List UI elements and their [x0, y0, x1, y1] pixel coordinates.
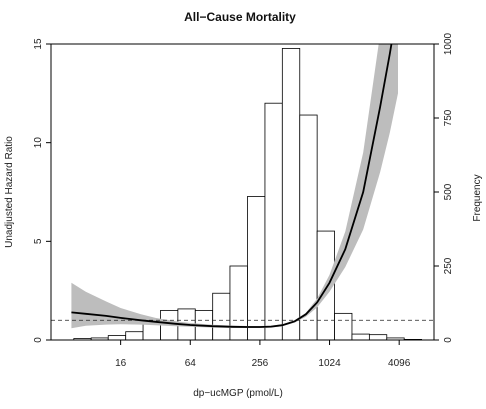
- histogram-bar: [212, 292, 231, 340]
- x-tick-label: 64: [185, 358, 197, 369]
- x-tick-label: 4096: [388, 358, 411, 369]
- histogram-bar: [107, 335, 127, 340]
- left-y-axis: 0 5 10 15: [33, 38, 52, 343]
- y-axis-label: Unadjusted Hazard Ratio: [4, 136, 15, 248]
- histogram-bar: [334, 312, 353, 340]
- histogram-bar: [247, 196, 266, 340]
- hazard-curve-layer: [71, 44, 393, 328]
- histogram: [73, 48, 422, 340]
- left-tick-label: 0: [33, 337, 44, 343]
- x-tick-label: 1024: [318, 358, 341, 369]
- right-tick-label: 750: [443, 109, 454, 126]
- left-tick-label: 5: [33, 238, 44, 244]
- y2-axis-label: Frequency: [472, 174, 483, 221]
- plot-area: [51, 44, 434, 340]
- x-axis-label: dp−ucMGP (pmol/L): [193, 388, 283, 399]
- histogram-bar: [386, 337, 405, 340]
- right-tick-label: 0: [443, 337, 454, 343]
- histogram-bar: [281, 48, 301, 340]
- left-tick-label: 10: [33, 137, 44, 149]
- histogram-bar: [229, 265, 248, 340]
- hazard-ratio-line: [71, 44, 393, 328]
- chart-title: All−Cause Mortality: [184, 10, 296, 24]
- x-tick-label: 16: [115, 358, 127, 369]
- histogram-bar: [142, 323, 161, 340]
- histogram-bar: [368, 334, 388, 340]
- x-axis: 16 64 256 1024 4096: [115, 339, 411, 369]
- left-tick-label: 15: [33, 38, 44, 50]
- right-tick-label: 500: [443, 183, 454, 200]
- histogram-bar: [264, 102, 283, 340]
- right-y-axis: 0 250 500 750 1000: [433, 32, 454, 343]
- histogram-bar: [299, 114, 318, 340]
- histogram-bar: [125, 331, 144, 340]
- right-tick-label: 250: [443, 257, 454, 274]
- histogram-bar: [351, 333, 370, 340]
- right-tick-label: 1000: [443, 32, 454, 55]
- x-tick-label: 256: [252, 358, 269, 369]
